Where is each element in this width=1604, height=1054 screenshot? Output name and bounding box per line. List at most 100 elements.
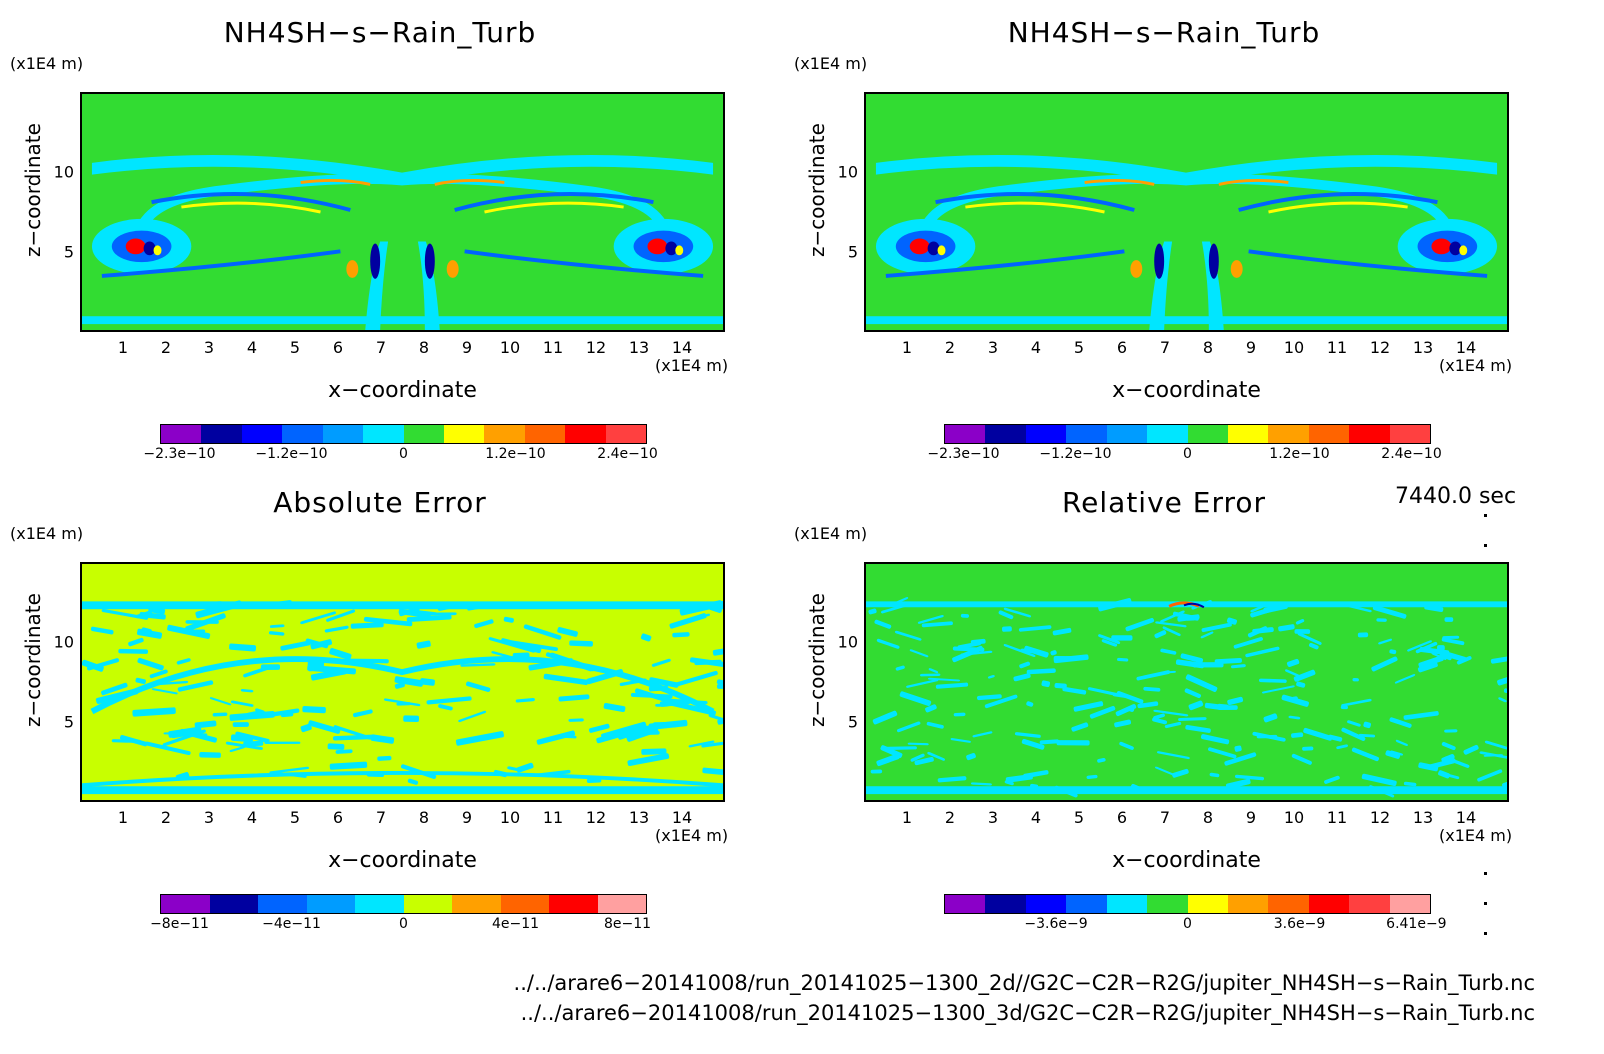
- turbulence-stroke: [868, 608, 877, 615]
- x-tick-label: 13: [628, 808, 650, 827]
- error-arc: [90, 656, 715, 715]
- turbulence-stroke: [1160, 648, 1177, 655]
- turbulence-stroke: [1358, 733, 1376, 738]
- panel-4: Relative Error (x1E4 m) z−coordinate 5 10…: [784, 470, 1564, 950]
- turbulence-stroke: [1444, 729, 1458, 733]
- x-tick-label: 14: [671, 808, 693, 827]
- turbulence-stroke: [329, 648, 352, 661]
- arc-left-blue: [935, 192, 1135, 212]
- colorbar-segment: [209, 895, 258, 913]
- turbulence-stroke: [1439, 653, 1452, 661]
- turbulence-stroke: [1137, 701, 1159, 709]
- turbulence-stroke: [649, 677, 679, 688]
- field-background: [866, 94, 1507, 330]
- turbulence-stroke: [536, 730, 576, 745]
- turbulence-stroke: [627, 753, 670, 766]
- turbulence-stroke: [928, 668, 939, 674]
- turbulence-stroke: [626, 726, 659, 742]
- turbulence-stroke: [300, 723, 312, 733]
- turbulence-stroke: [972, 731, 993, 738]
- turbulence-stroke: [1039, 739, 1060, 745]
- turbulence-stroke: [1003, 607, 1032, 618]
- x-tick-label: 13: [1412, 338, 1434, 357]
- turbulence-stroke: [1347, 720, 1361, 727]
- colorbar-tick-label: −2.3e−10: [927, 446, 1000, 462]
- hotspot-red: [1168, 601, 1200, 608]
- colorbar: [160, 894, 647, 914]
- turbulence-stroke: [1403, 781, 1417, 787]
- vortex-yellow: [675, 245, 684, 256]
- turbulence-stroke: [717, 716, 723, 725]
- field-background: [866, 564, 1507, 800]
- x-tick-label: 11: [1326, 338, 1348, 357]
- vortex-yellow: [937, 245, 946, 256]
- bottom-band: [866, 786, 1507, 795]
- turbulence-stroke: [466, 681, 491, 692]
- turbulence-stroke: [350, 622, 384, 629]
- vortex-yellow: [153, 245, 162, 256]
- upper-orange-right: [1218, 178, 1289, 186]
- turbulence-stroke: [176, 658, 191, 665]
- turbulence-stroke: [1417, 661, 1438, 673]
- colorbar-tick-label: 2.4e−10: [1381, 446, 1442, 462]
- turbulence-stroke: [416, 640, 431, 649]
- upper-orange-right: [434, 178, 505, 186]
- turbulence-stroke: [1119, 741, 1134, 750]
- colorbar: [160, 424, 647, 444]
- colorbar-segment: [1147, 425, 1188, 443]
- turbulence-stroke: [1098, 634, 1121, 645]
- arc-right-blue: [454, 192, 654, 212]
- contour-plot: [80, 562, 725, 802]
- colorbar-tick-label: 4e−11: [491, 916, 540, 932]
- turbulence-stroke: [455, 731, 505, 746]
- x-tick-label: 10: [499, 808, 521, 827]
- x-tick-label: 6: [332, 338, 344, 357]
- colorbar-segment: [484, 425, 525, 443]
- colorbar-segment: [1389, 895, 1431, 913]
- turbulence-stroke: [327, 743, 345, 750]
- turbulence-stroke: [308, 720, 341, 734]
- x-tick-label: 10: [499, 338, 521, 357]
- turbulence-stroke: [501, 603, 513, 608]
- turbulence-stroke: [229, 746, 246, 752]
- turbulence-stroke: [1294, 629, 1311, 634]
- turbulence-stroke: [1341, 698, 1372, 707]
- turbulence-stroke: [509, 640, 558, 651]
- x-axis-label: x−coordinate: [328, 378, 477, 403]
- turbulence-stroke: [352, 709, 373, 718]
- plume-left-core: [1154, 243, 1165, 279]
- turbulence-stroke: [1172, 611, 1199, 621]
- colorbar-segment: [500, 895, 549, 913]
- colorbar-segment: [565, 425, 606, 443]
- colorbar-segment: [1308, 895, 1350, 913]
- turbulence-stroke: [535, 603, 556, 609]
- colorbar-segment: [605, 425, 647, 443]
- turbulence-stroke: [640, 633, 652, 642]
- turbulence-stroke: [1143, 686, 1161, 692]
- colorbar-segment: [1227, 425, 1269, 443]
- x-tick-label: 7: [1159, 338, 1171, 357]
- colorbar-segment: [945, 425, 986, 443]
- turbulence-stroke: [569, 640, 593, 647]
- turbulence-stroke: [1125, 617, 1155, 632]
- turbulence-stroke: [1054, 785, 1078, 798]
- turbulence-stroke: [1336, 744, 1348, 750]
- x-tick-label: 11: [1326, 808, 1348, 827]
- turbulence-stroke: [870, 769, 883, 774]
- turbulence-stroke: [1437, 645, 1445, 651]
- turbulence-stroke: [1261, 685, 1295, 694]
- x-tick-label: 5: [1073, 808, 1085, 827]
- colorbar: [944, 894, 1431, 914]
- plume-left-core: [370, 243, 381, 279]
- turbulence-stroke: [1385, 750, 1401, 759]
- x-tick-label: 2: [944, 338, 956, 357]
- turbulence-stroke: [398, 608, 431, 618]
- colorbar-segment: [201, 425, 242, 443]
- turbulence-stroke: [876, 753, 900, 767]
- turbulence-stroke: [917, 615, 944, 624]
- turbulence-stroke: [177, 680, 214, 692]
- turbulence-stroke: [880, 602, 913, 614]
- turbulence-stroke: [970, 782, 992, 786]
- turbulence-stroke: [1285, 669, 1300, 677]
- x-tick-label: 14: [1455, 808, 1477, 827]
